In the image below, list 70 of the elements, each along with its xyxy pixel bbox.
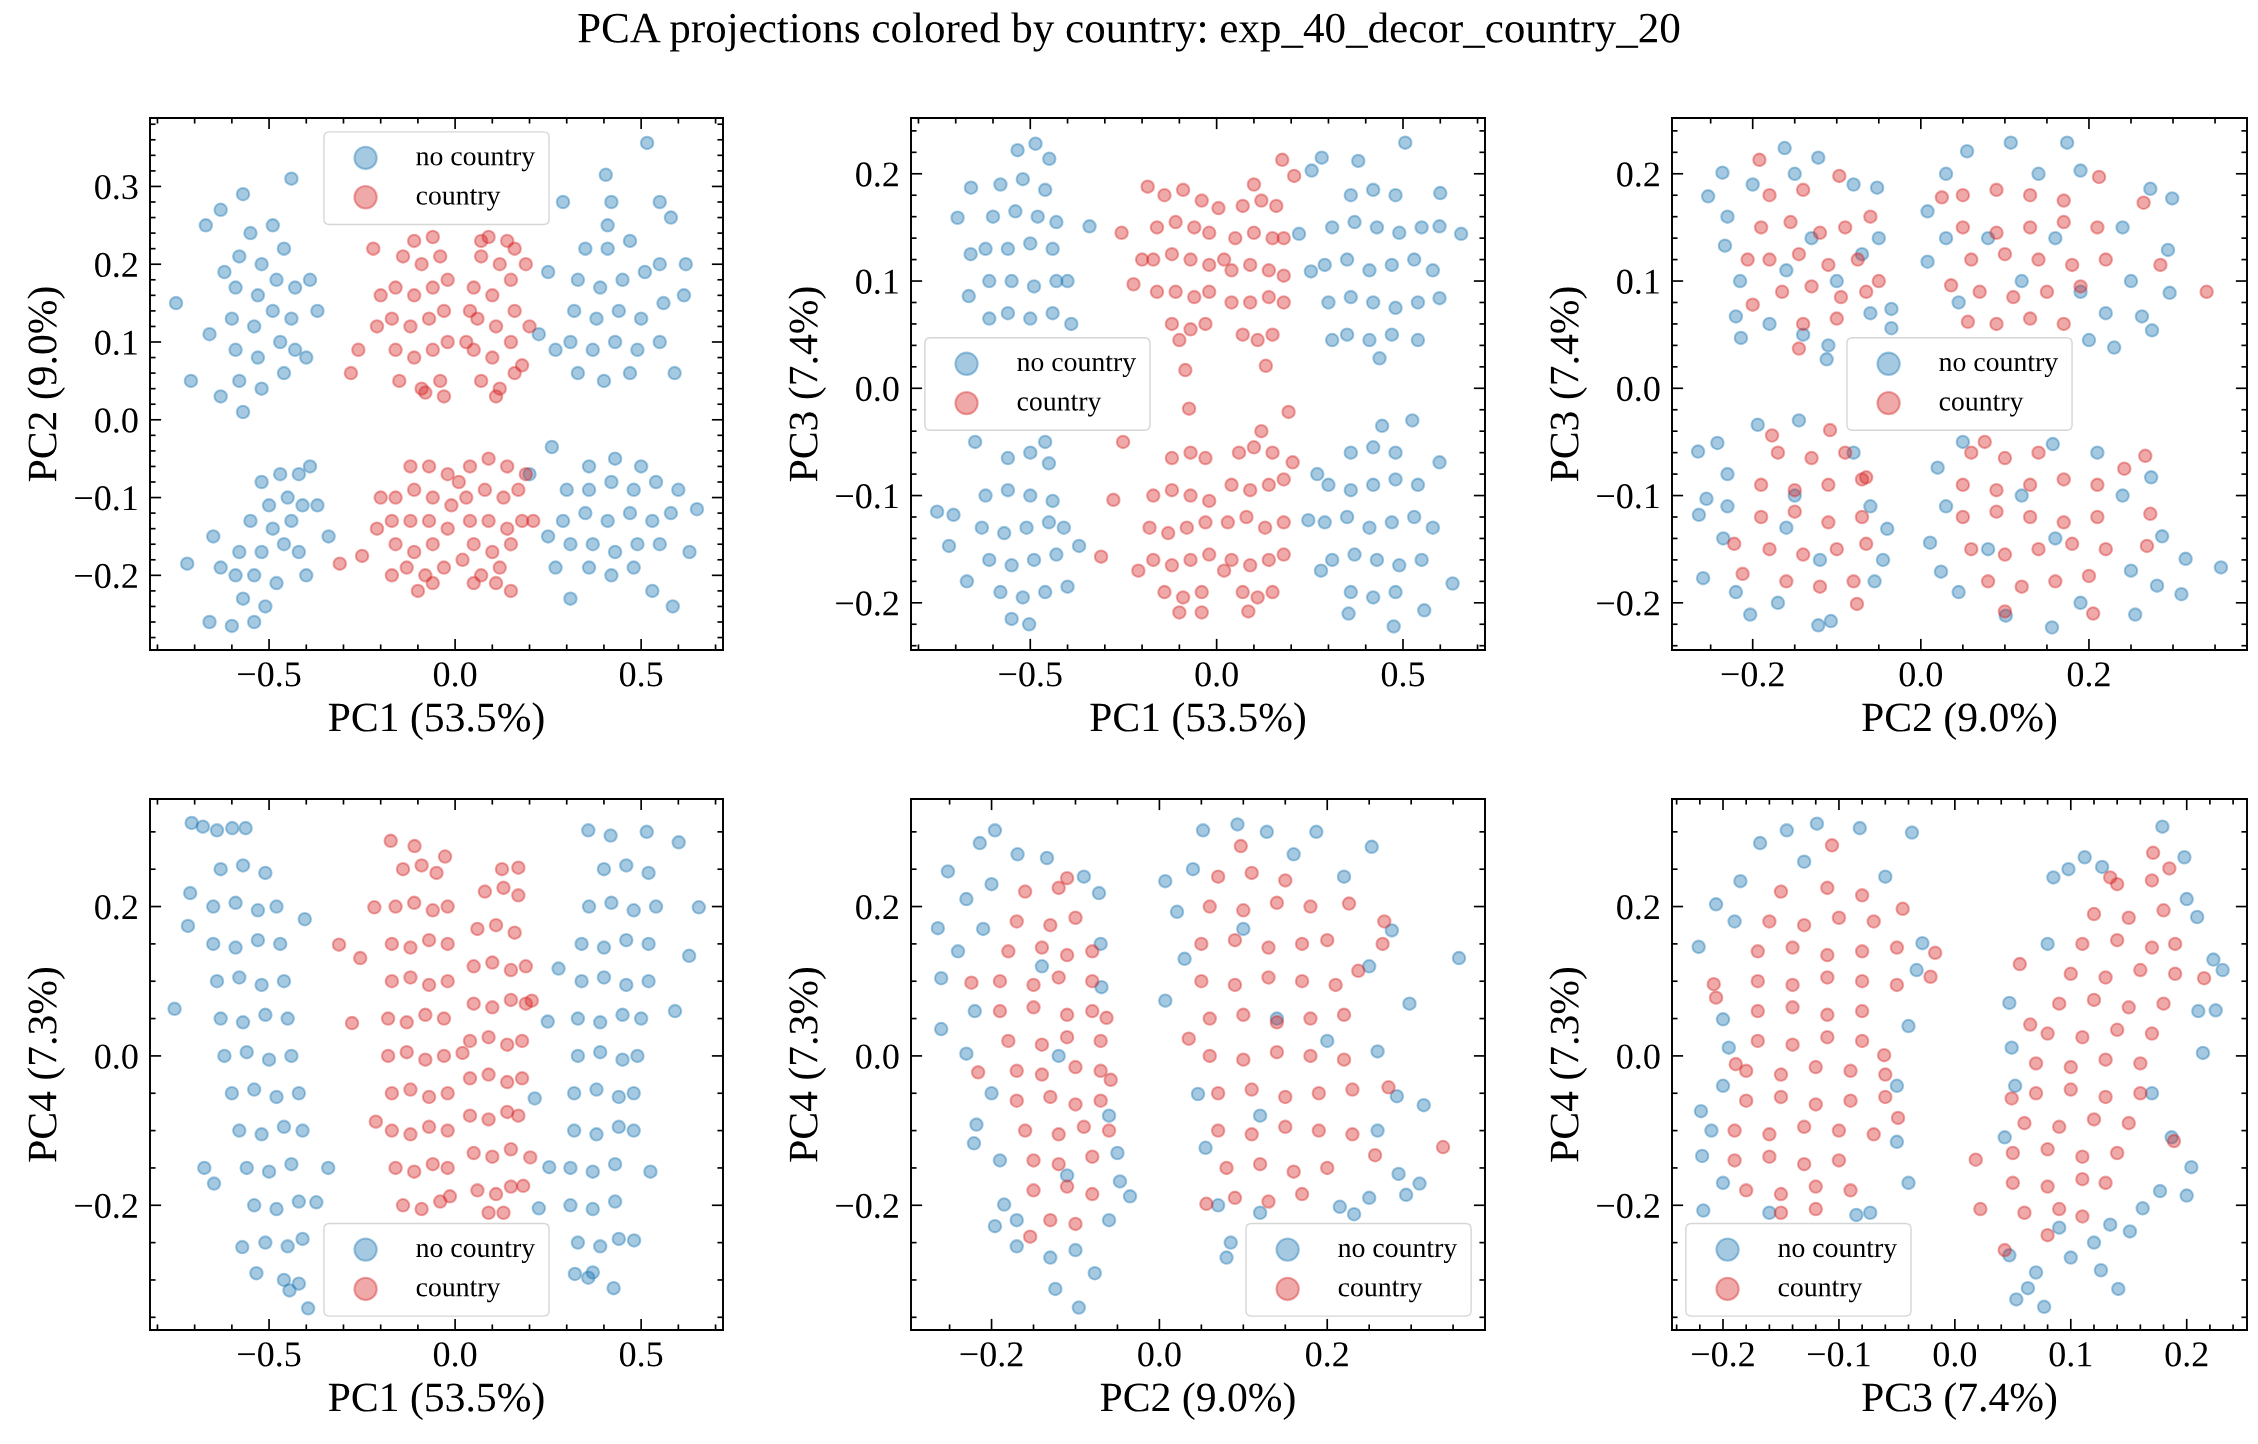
legend-label: country	[1778, 1280, 1863, 1303]
legend-label: country	[416, 188, 501, 211]
y-axis-title: PC3 (7.4%)	[788, 287, 827, 482]
y-axis-title: PC3 (7.4%)	[1549, 287, 1588, 482]
legend-label: country	[1017, 394, 1102, 417]
legend-label: country	[416, 1280, 501, 1303]
y-tick-label: −0.2	[836, 591, 898, 616]
x-tick-label: 0.0	[1933, 1342, 1977, 1367]
y-tick-label: 0.1	[856, 269, 898, 295]
x-tick-label: −0.1	[1807, 1342, 1870, 1367]
x-tick-label: 0.5	[619, 662, 663, 687]
x-axis-title: PC1 (53.5%)	[328, 702, 544, 740]
x-tick-label: 0.0	[1195, 662, 1238, 687]
y-tick-label: −0.1	[75, 486, 137, 511]
y-tick-label: 0.0	[95, 1044, 138, 1069]
y-tick-label: 0.2	[856, 895, 898, 920]
legend-label: country	[1338, 1280, 1423, 1303]
x-tick-label: −0.2	[1692, 1342, 1754, 1367]
y-axis-title: PC4 (7.3%)	[788, 967, 827, 1162]
y-tick-label: 0.0	[856, 1044, 899, 1069]
y-tick-label: 0.0	[856, 376, 899, 402]
x-tick-label: −0.5	[238, 1342, 301, 1367]
x-tick-label: −0.5	[238, 662, 301, 687]
legend-label: no country	[1778, 1241, 1898, 1263]
x-tick-label: 0.1	[2049, 1342, 2092, 1367]
y-tick-label: 0.0	[95, 408, 138, 433]
legend-label: no country	[1338, 1241, 1458, 1263]
x-tick-label: 0.0	[1899, 662, 1943, 687]
x-axis-title: PC2 (9.0%)	[1100, 1382, 1295, 1420]
y-tick-label: −0.2	[836, 1193, 898, 1219]
text: PCA projections colored by country: exp_40_decor_country_20	[578, 12, 1680, 52]
x-axis-title: PC3 (7.4%)	[1862, 1382, 2057, 1420]
y-tick-label: 0.1	[95, 330, 137, 356]
y-tick-label: −0.1	[836, 484, 898, 509]
x-tick-label: −0.2	[1721, 662, 1784, 687]
x-tick-label: −0.2	[960, 1342, 1023, 1367]
x-tick-label: 0.5	[619, 1342, 663, 1367]
y-tick-label: −0.2	[75, 1193, 137, 1219]
x-tick-label: −0.5	[999, 662, 1062, 687]
x-tick-label: 0.0	[433, 1342, 477, 1367]
legend-label: no country	[1939, 355, 2059, 378]
y-tick-label: −0.2	[1597, 1193, 1659, 1219]
y-tick-label: 0.2	[1617, 895, 1659, 920]
x-tick-label: 0.2	[1306, 1342, 1348, 1367]
x-tick-label: 0.5	[1381, 662, 1425, 687]
legend-label: no country	[416, 149, 536, 172]
y-axis-title: PC2 (9.0%)	[27, 287, 66, 482]
y-tick-label: 0.2	[1617, 162, 1659, 187]
y-tick-label: 0.2	[95, 895, 137, 920]
y-tick-label: 0.2	[856, 162, 898, 187]
x-axis-title: PC2 (9.0%)	[1862, 702, 2057, 740]
y-tick-label: 0.2	[95, 252, 137, 278]
x-tick-label: 0.2	[2165, 1342, 2208, 1367]
legend-label: no country	[416, 1241, 536, 1263]
x-axis-title: PC1 (53.5%)	[328, 1382, 544, 1420]
y-tick-label: 0.0	[1617, 1044, 1660, 1069]
x-tick-label: 0.0	[1138, 1342, 1181, 1367]
y-tick-label: −0.2	[75, 563, 137, 589]
y-axis-title: PC4 (7.3%)	[27, 967, 66, 1162]
legend-label: country	[1939, 394, 2024, 417]
y-tick-label: 0.0	[1617, 376, 1660, 402]
y-tick-label: 0.3	[95, 174, 138, 200]
legend-label: no country	[1017, 355, 1137, 378]
y-tick-label: −0.1	[1597, 484, 1659, 509]
y-tick-label: −0.2	[1597, 591, 1659, 616]
x-tick-label: 0.0	[433, 662, 477, 687]
x-tick-label: 0.2	[2067, 662, 2110, 687]
y-tick-label: 0.1	[1617, 269, 1659, 295]
x-axis-title: PC1 (53.5%)	[1090, 702, 1305, 740]
y-axis-title: PC4 (7.3%)	[1549, 967, 1588, 1162]
